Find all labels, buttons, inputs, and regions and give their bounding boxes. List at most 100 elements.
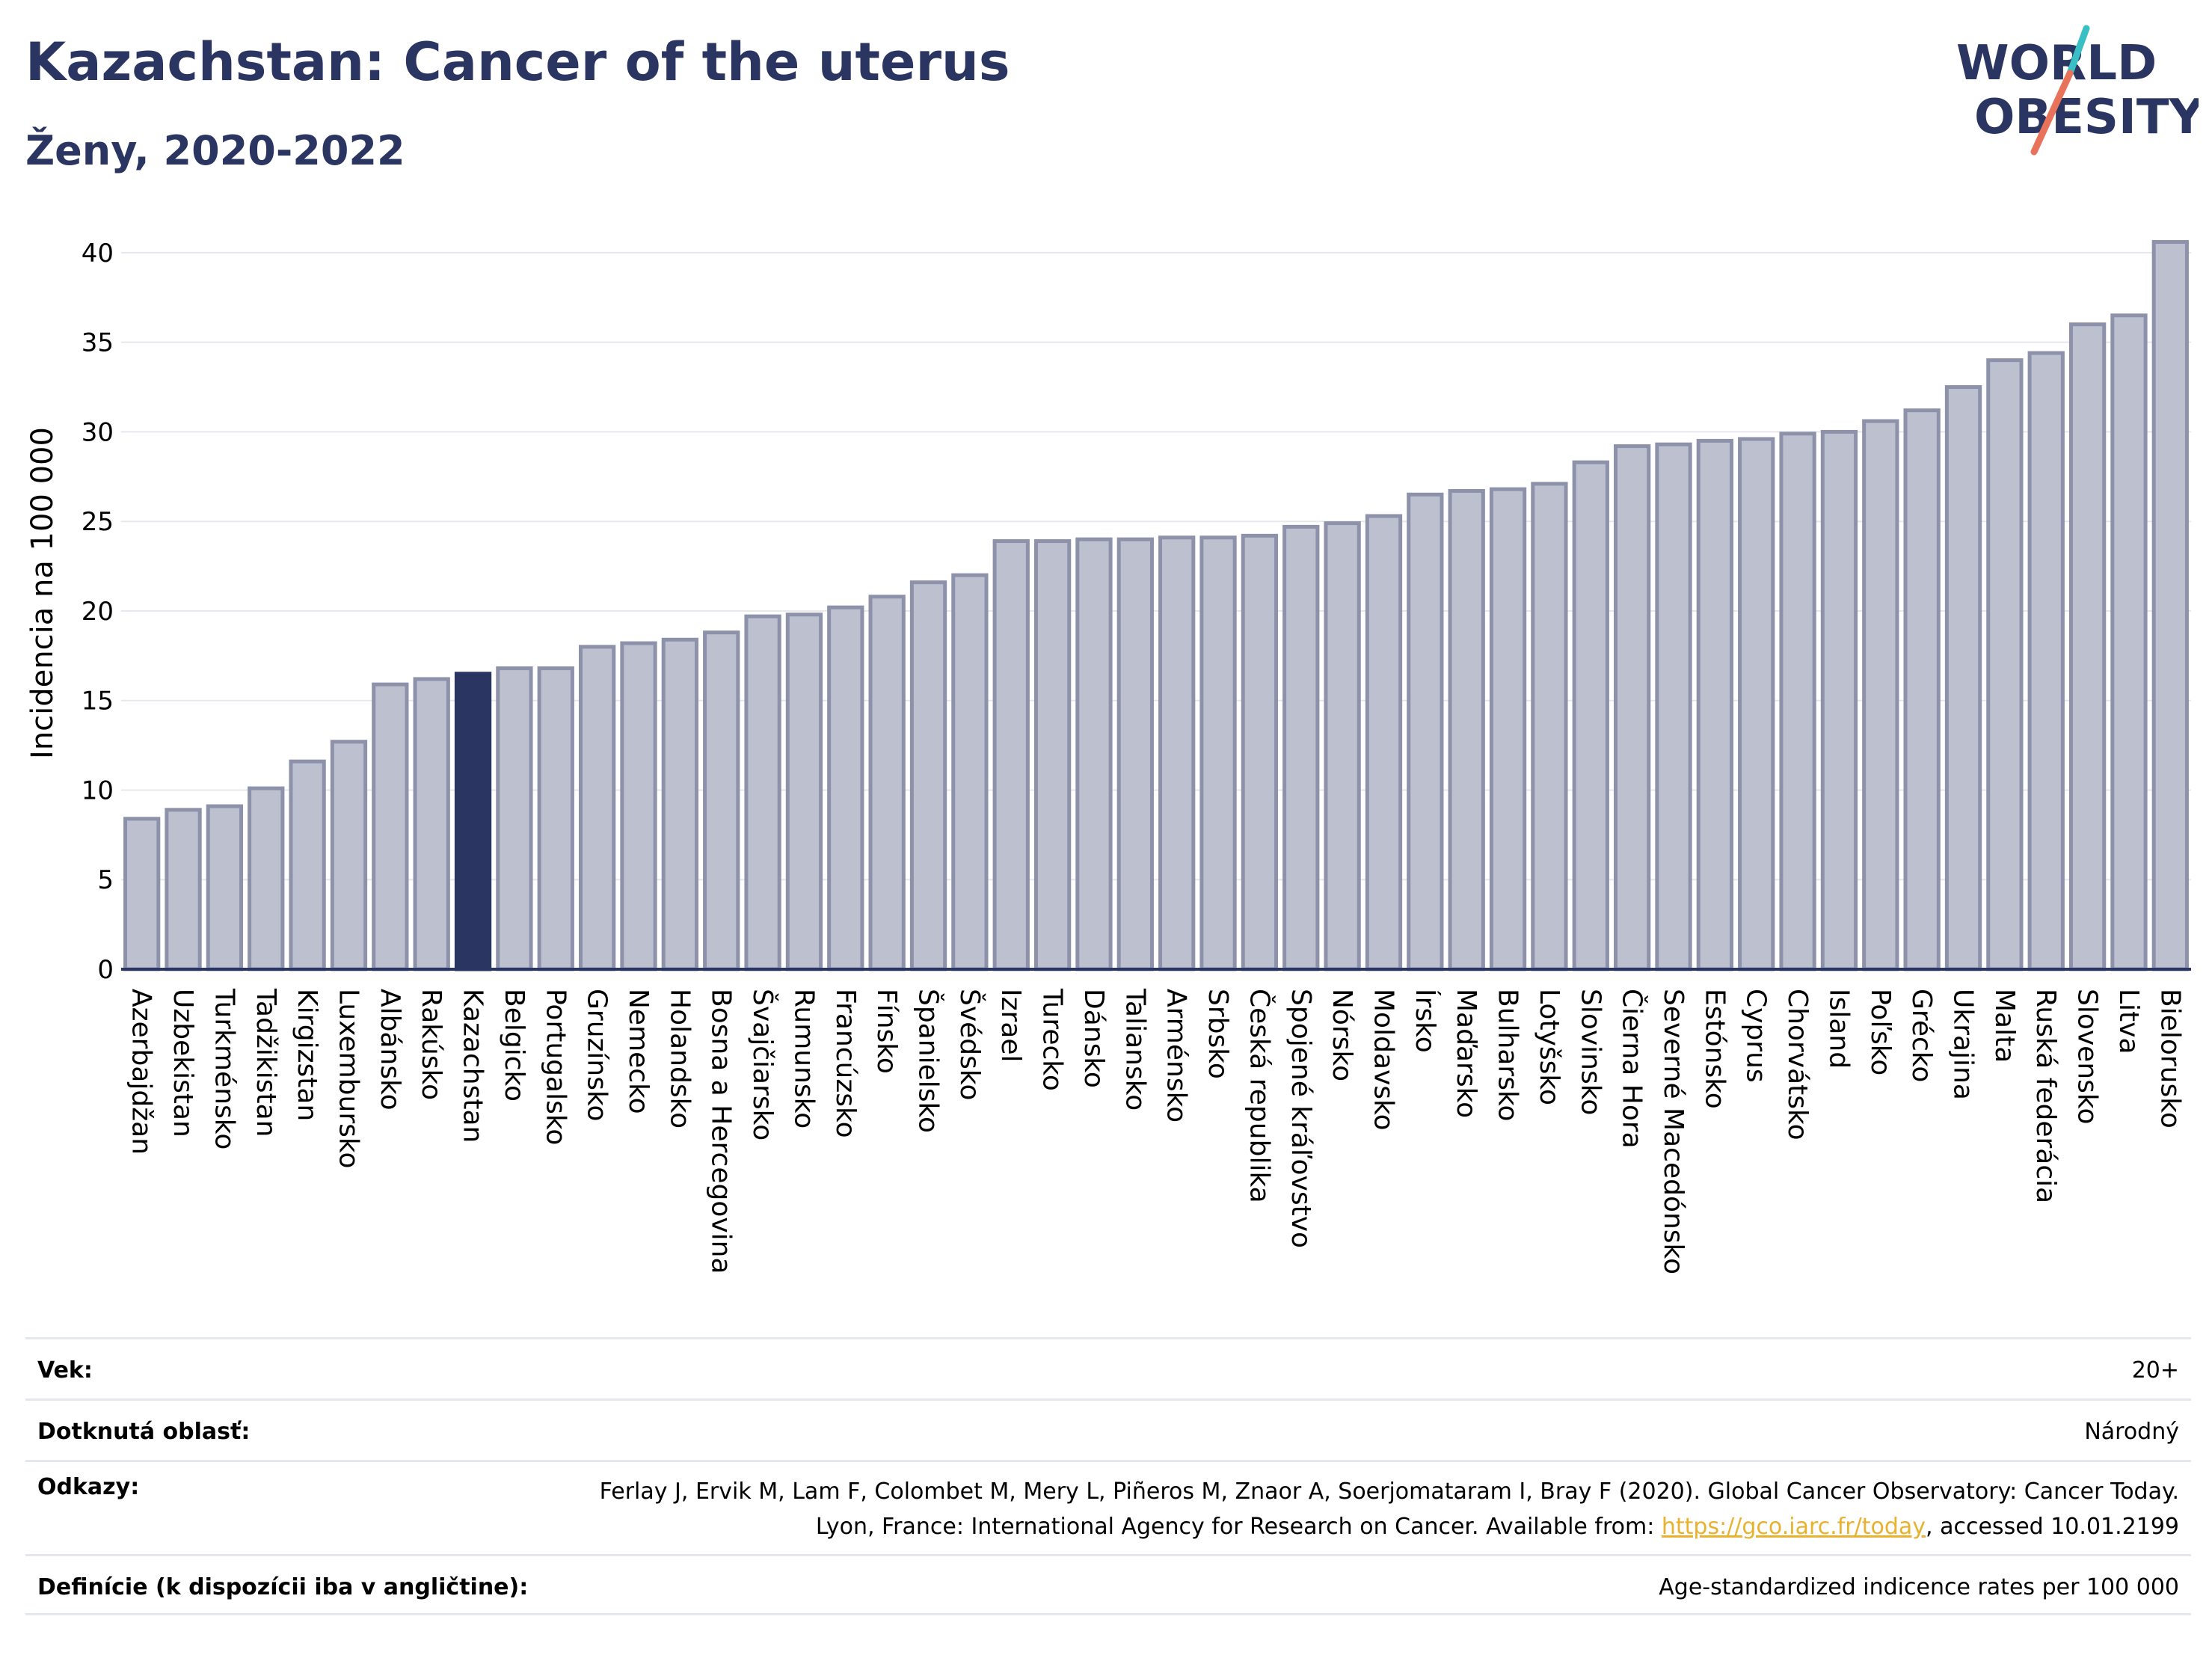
x-tick-label: Bulharsko	[1493, 989, 1523, 1122]
bar-22[interactable]	[1033, 539, 1072, 971]
x-tick-label: Nórsko	[1327, 989, 1357, 1081]
bar-44[interactable]	[1944, 385, 1982, 971]
bar-11[interactable]	[578, 645, 616, 971]
bar-31[interactable]	[1407, 492, 1444, 971]
x-tick-label: Gruzínsko	[582, 989, 612, 1122]
bar-18[interactable]	[868, 595, 906, 971]
bar-28[interactable]	[1282, 524, 1320, 971]
x-tick-label: Írsko	[1410, 989, 1441, 1053]
info-value-definitions: Age-standardized indicence rates per 100…	[1659, 1574, 2179, 1600]
x-tick-label: Portugalsko	[540, 989, 571, 1145]
bar-5[interactable]	[330, 740, 368, 971]
info-row-references: Odkazy: Ferlay J, Ervik M, Lam F, Colomb…	[25, 1460, 2191, 1554]
bar-30[interactable]	[1365, 514, 1403, 971]
x-tick-label: Rakúsko	[416, 989, 446, 1100]
x-tick-label: Turecko	[1037, 988, 1068, 1091]
bar-15[interactable]	[744, 614, 781, 971]
bar-0[interactable]	[123, 817, 161, 971]
bar-9[interactable]	[496, 666, 533, 971]
bar-21[interactable]	[992, 539, 1030, 971]
x-tick-label: Bosna a Hercegovina	[706, 989, 737, 1274]
bar-20[interactable]	[951, 573, 989, 971]
x-tick-label: Grécko	[1906, 989, 1937, 1082]
bar-32[interactable]	[1448, 488, 1485, 971]
bar-39[interactable]	[1738, 437, 1775, 971]
info-row-age: Vek: 20+	[25, 1337, 2191, 1398]
bar-42[interactable]	[1862, 419, 1899, 971]
chart-title: Kazachstan: Cancer of the uterus	[25, 31, 1010, 93]
bar-41[interactable]	[1820, 429, 1858, 971]
x-tick-label: Chorvátsko	[1782, 989, 1813, 1140]
x-tick-label: Maďarsko	[1451, 989, 1481, 1118]
bar-29[interactable]	[1324, 521, 1361, 971]
x-tick-label: Taliansko	[1119, 988, 1150, 1111]
bar-chart: 0 5 10 15 20 25 30 35 40 Incidencia na 100 000 Aze…	[25, 239, 2191, 1274]
info-key-area: Dotknutá oblasť:	[37, 1419, 251, 1445]
x-tick-label: Island	[1823, 989, 1854, 1069]
bar-8[interactable]	[454, 672, 492, 971]
bar-10[interactable]	[537, 666, 574, 971]
y-tick-label: 35	[82, 328, 114, 358]
bar-35[interactable]	[1572, 460, 1609, 971]
x-tick-label: Estónsko	[1699, 989, 1730, 1109]
info-key-age: Vek:	[37, 1357, 93, 1384]
x-tick-label: Bielorusko	[2154, 989, 2185, 1129]
y-tick-label: 30	[82, 417, 114, 447]
bar-7[interactable]	[413, 677, 450, 971]
x-tick-label: Holandsko	[664, 989, 695, 1129]
bar-34[interactable]	[1531, 482, 1568, 971]
bar-12[interactable]	[620, 641, 657, 971]
logo-line1: WORLD	[1956, 36, 2157, 91]
bar-37[interactable]	[1655, 442, 1692, 971]
bar-38[interactable]	[1696, 438, 1734, 971]
x-tick-label: Albánsko	[375, 989, 405, 1111]
x-tick-label: Turkménsko	[209, 988, 239, 1149]
chart-subtitle: Ženy, 2020-2022	[25, 127, 405, 174]
bar-47[interactable]	[2068, 322, 2107, 971]
x-tick-label: Slovensko	[2072, 989, 2103, 1125]
world-obesity-logo: WORLD OBESITY	[1956, 25, 2199, 156]
logo-slash-teal	[2066, 25, 2090, 77]
bar-27[interactable]	[1241, 533, 1279, 971]
info-value-area: Národný	[2084, 1419, 2179, 1445]
bar-40[interactable]	[1779, 432, 1816, 971]
x-tick-label: Azerbajdžan	[126, 989, 157, 1155]
bar-24[interactable]	[1116, 537, 1154, 971]
bar-4[interactable]	[289, 759, 326, 971]
bar-23[interactable]	[1075, 537, 1113, 971]
reference-link[interactable]: https://gco.iarc.fr/today	[1661, 1514, 1926, 1540]
bar-19[interactable]	[909, 580, 947, 971]
bar-17[interactable]	[827, 605, 864, 971]
bar-1[interactable]	[165, 808, 202, 971]
bar-46[interactable]	[2027, 351, 2065, 971]
bar-49[interactable]	[2151, 240, 2189, 971]
x-tick-label: Ukrajina	[1948, 989, 1979, 1100]
bar-16[interactable]	[785, 612, 823, 971]
bar-26[interactable]	[1199, 535, 1237, 971]
bar-13[interactable]	[661, 637, 699, 971]
x-tick-label: Dánsko	[1078, 989, 1109, 1088]
x-tick-label: Severné Macedónsko	[1658, 989, 1689, 1274]
bar-25[interactable]	[1158, 535, 1196, 971]
x-tick-label: Cyprus	[1741, 989, 1772, 1083]
x-tick-label: Ruská federácia	[2030, 989, 2061, 1203]
x-tick-label: Španielsko	[913, 989, 944, 1133]
bar-14[interactable]	[703, 630, 740, 971]
bar-6[interactable]	[372, 682, 409, 971]
x-tick-label: Lotyšsko	[1534, 989, 1564, 1105]
x-tick-label: Česká republika	[1244, 989, 1275, 1203]
bar-43[interactable]	[1903, 408, 1941, 971]
x-tick-label: Švajčiarsko	[747, 989, 778, 1140]
y-tick-label: 5	[97, 865, 114, 895]
bar-48[interactable]	[2110, 313, 2148, 971]
bar-2[interactable]	[206, 804, 244, 971]
y-tick-label: 10	[82, 776, 114, 805]
bar-33[interactable]	[1489, 487, 1527, 971]
x-tick-label: Čierna Hora	[1617, 989, 1648, 1149]
bar-45[interactable]	[1986, 358, 2024, 971]
y-tick-label: 40	[82, 239, 114, 268]
y-tick-label: 15	[82, 687, 114, 716]
x-tick-label: Tadžikistan	[251, 988, 281, 1137]
bar-36[interactable]	[1613, 444, 1651, 971]
bar-3[interactable]	[248, 786, 285, 971]
